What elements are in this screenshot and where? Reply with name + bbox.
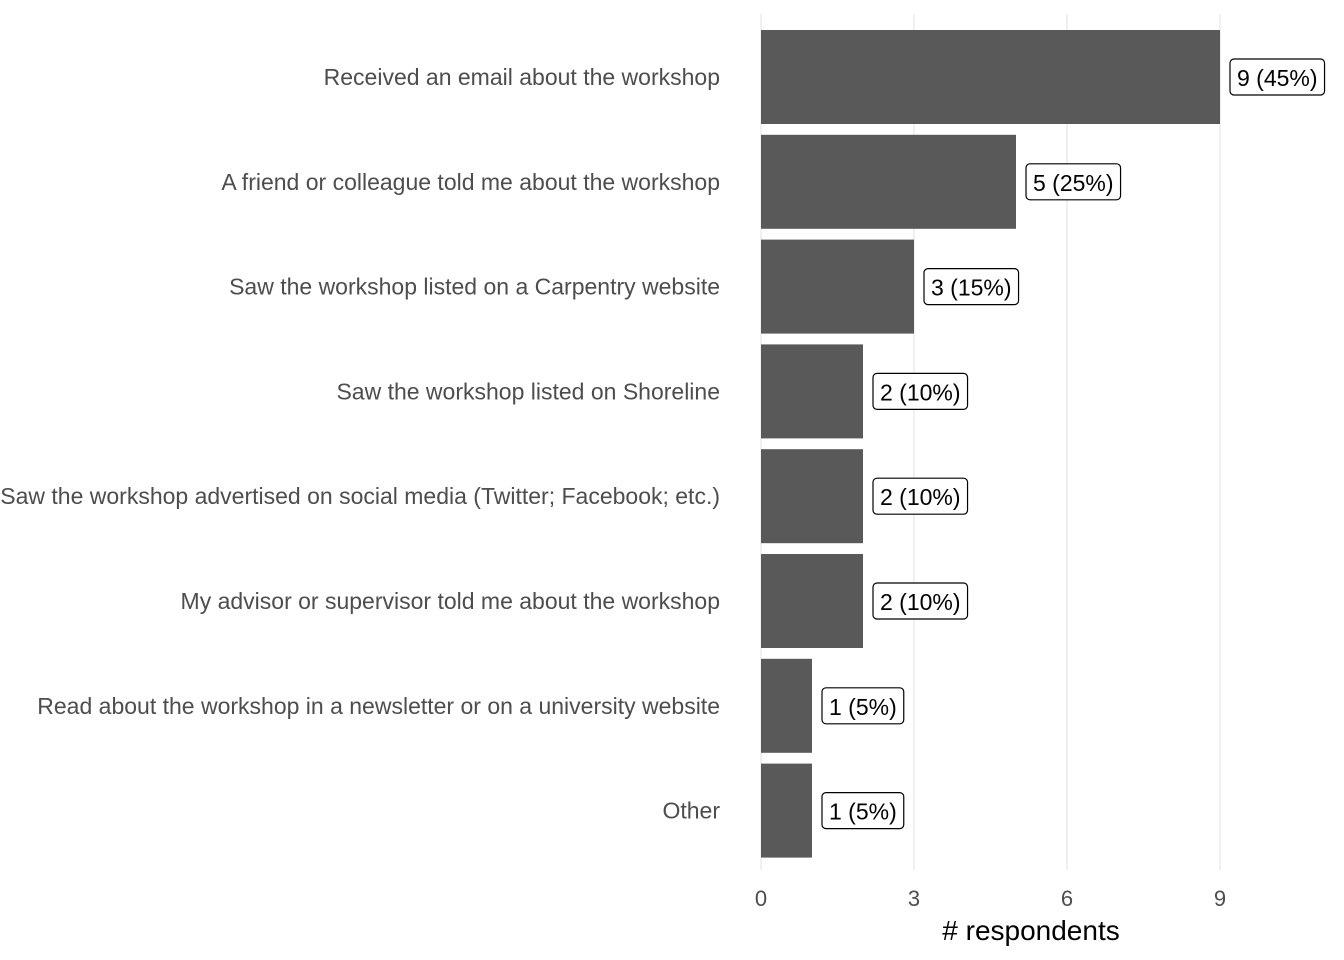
data-label-text: 9 (45%) — [1237, 65, 1318, 91]
data-label-text: 1 (5%) — [829, 799, 897, 825]
data-label: 2 (10%) — [872, 477, 969, 515]
bar — [761, 344, 863, 439]
data-labels: 9 (45%) 5 (25%) 3 (15%) 2 (10%) 2 (10%) 2 (10… — [821, 58, 1326, 830]
data-label: 5 (25%) — [1025, 163, 1122, 201]
category-labels: Received an email about the workshop A fr… — [0, 64, 720, 824]
x-tick-label: 3 — [908, 886, 920, 911]
category-label: Received an email about the workshop — [324, 64, 720, 90]
category-label: Read about the workshop in a newsletter … — [37, 693, 720, 719]
data-label-text: 3 (15%) — [931, 275, 1012, 301]
data-label: 2 (10%) — [872, 372, 969, 410]
bars — [761, 30, 1220, 858]
category-label: A friend or colleague told me about the … — [221, 169, 720, 195]
data-label-box — [923, 268, 1020, 306]
category-label: Other — [662, 798, 720, 824]
data-label-box — [872, 372, 969, 410]
data-label-box — [821, 687, 905, 725]
bar — [761, 658, 812, 753]
data-label-text: 2 (10%) — [880, 484, 961, 510]
data-label-text: 1 (5%) — [829, 694, 897, 720]
x-axis-title: # respondents — [942, 915, 1119, 946]
data-label: 2 (10%) — [872, 582, 969, 620]
bar — [761, 554, 863, 648]
data-label-box — [872, 582, 969, 620]
data-label-box — [872, 477, 969, 515]
category-label: My advisor or supervisor told me about t… — [181, 588, 720, 614]
x-tick-labels: 0 3 6 9 — [755, 886, 1226, 911]
bar — [761, 763, 812, 858]
x-tick-label: 6 — [1061, 886, 1073, 911]
category-label: Saw the workshop listed on Shoreline — [336, 378, 720, 404]
category-label: Saw the workshop advertised on social me… — [0, 483, 720, 509]
category-label: Saw the workshop listed on a Carpentry w… — [229, 274, 720, 300]
data-label: 9 (45%) — [1229, 58, 1326, 96]
data-label-text: 2 (10%) — [880, 379, 961, 405]
x-tick-label: 0 — [755, 886, 767, 911]
data-label: 3 (15%) — [923, 268, 1020, 306]
data-label-box — [1025, 163, 1122, 201]
data-label: 1 (5%) — [821, 687, 905, 725]
x-tick-label: 9 — [1214, 886, 1226, 911]
bar — [761, 239, 914, 334]
data-label-box — [1229, 58, 1326, 96]
data-label-box — [821, 791, 905, 830]
bar — [761, 134, 1016, 229]
bar — [761, 30, 1220, 124]
data-label-text: 2 (10%) — [880, 589, 961, 615]
bar — [761, 449, 863, 544]
data-label: 1 (5%) — [821, 791, 905, 830]
data-label-text: 5 (25%) — [1033, 170, 1114, 196]
